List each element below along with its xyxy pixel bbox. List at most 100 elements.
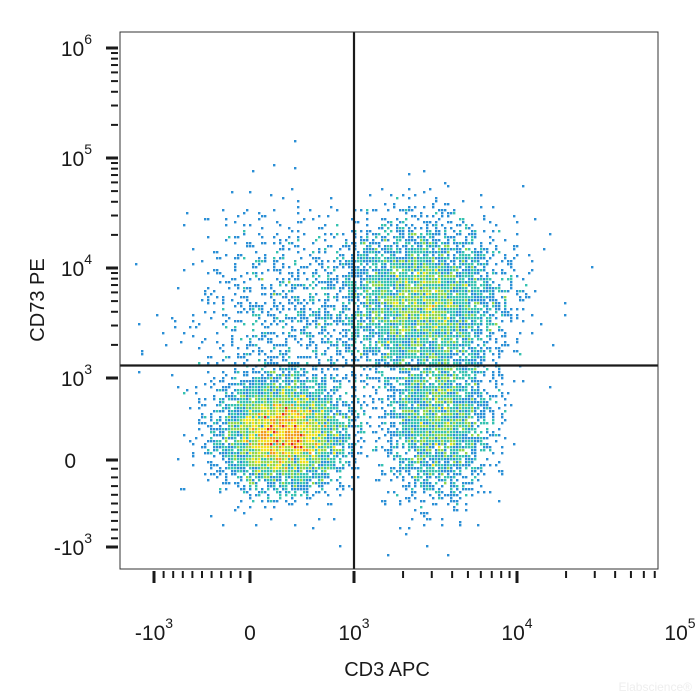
event-dot xyxy=(348,437,351,440)
event-dot xyxy=(327,287,330,290)
event-dot xyxy=(351,371,354,374)
event-dot xyxy=(474,389,477,392)
event-dot xyxy=(510,320,513,323)
event-dot xyxy=(405,314,408,317)
event-dot xyxy=(354,338,357,341)
event-dot xyxy=(444,182,447,185)
event-dot xyxy=(453,299,456,302)
event-dot xyxy=(477,416,480,419)
event-dot xyxy=(333,407,336,410)
event-dot xyxy=(429,458,432,461)
event-dot xyxy=(417,377,420,380)
event-dot xyxy=(240,407,243,410)
event-dot xyxy=(450,335,453,338)
event-dot xyxy=(441,248,444,251)
event-dot xyxy=(237,455,240,458)
event-dot xyxy=(432,461,435,464)
event-dot xyxy=(372,248,375,251)
event-dot xyxy=(432,206,435,209)
event-dot xyxy=(300,455,303,458)
event-dot xyxy=(138,323,141,326)
event-dot xyxy=(249,338,252,341)
event-dot xyxy=(240,404,243,407)
event-dot xyxy=(474,272,477,275)
event-dot xyxy=(309,452,312,455)
event-dot xyxy=(405,419,408,422)
event-dot xyxy=(207,236,210,239)
event-dot xyxy=(246,443,249,446)
event-dot xyxy=(252,266,255,269)
event-dot xyxy=(273,290,276,293)
event-dot xyxy=(354,236,357,239)
event-dot xyxy=(465,260,468,263)
event-dot xyxy=(321,422,324,425)
event-dot xyxy=(315,434,318,437)
event-dot xyxy=(399,278,402,281)
event-dot xyxy=(447,236,450,239)
event-dot xyxy=(210,425,213,428)
event-dot xyxy=(399,332,402,335)
event-dot xyxy=(213,449,216,452)
event-dot xyxy=(258,380,261,383)
event-dot xyxy=(285,431,288,434)
event-dot xyxy=(282,437,285,440)
event-dot xyxy=(444,446,447,449)
event-dot xyxy=(210,386,213,389)
event-dot xyxy=(549,233,552,236)
event-dot xyxy=(255,413,258,416)
event-dot xyxy=(441,257,444,260)
event-dot xyxy=(432,269,435,272)
event-dot xyxy=(423,440,426,443)
event-dot xyxy=(492,269,495,272)
event-dot xyxy=(300,458,303,461)
event-dot xyxy=(279,389,282,392)
event-dot xyxy=(375,431,378,434)
event-dot xyxy=(402,398,405,401)
event-dot xyxy=(225,446,228,449)
event-dot xyxy=(453,371,456,374)
event-dot xyxy=(249,407,252,410)
event-dot xyxy=(432,275,435,278)
event-dot xyxy=(312,443,315,446)
event-dot xyxy=(462,377,465,380)
event-dot xyxy=(420,269,423,272)
event-dot xyxy=(360,281,363,284)
event-dot xyxy=(342,281,345,284)
event-dot xyxy=(279,320,282,323)
event-dot xyxy=(342,440,345,443)
event-dot xyxy=(435,425,438,428)
event-dot xyxy=(306,323,309,326)
event-dot xyxy=(222,437,225,440)
event-dot xyxy=(267,428,270,431)
event-dot xyxy=(285,398,288,401)
event-dot xyxy=(312,455,315,458)
event-dot xyxy=(414,227,417,230)
event-dot xyxy=(255,422,258,425)
event-dot xyxy=(402,221,405,224)
event-dot xyxy=(279,452,282,455)
event-dot xyxy=(453,230,456,233)
event-dot xyxy=(423,341,426,344)
event-dot xyxy=(417,461,420,464)
event-dot xyxy=(402,287,405,290)
event-dot xyxy=(447,275,450,278)
event-dot xyxy=(444,338,447,341)
event-dot xyxy=(480,308,483,311)
event-dot xyxy=(276,410,279,413)
event-dot xyxy=(303,380,306,383)
event-dot xyxy=(423,287,426,290)
event-dot xyxy=(459,248,462,251)
event-dot xyxy=(474,449,477,452)
event-dot xyxy=(234,416,237,419)
event-dot xyxy=(306,407,309,410)
event-dot xyxy=(447,242,450,245)
event-dot xyxy=(411,320,414,323)
event-dot xyxy=(414,434,417,437)
event-dot xyxy=(375,308,378,311)
event-dot xyxy=(234,236,237,239)
event-dot xyxy=(369,395,372,398)
event-dot xyxy=(288,395,291,398)
event-dot xyxy=(270,380,273,383)
event-dot xyxy=(447,287,450,290)
event-dot xyxy=(270,308,273,311)
